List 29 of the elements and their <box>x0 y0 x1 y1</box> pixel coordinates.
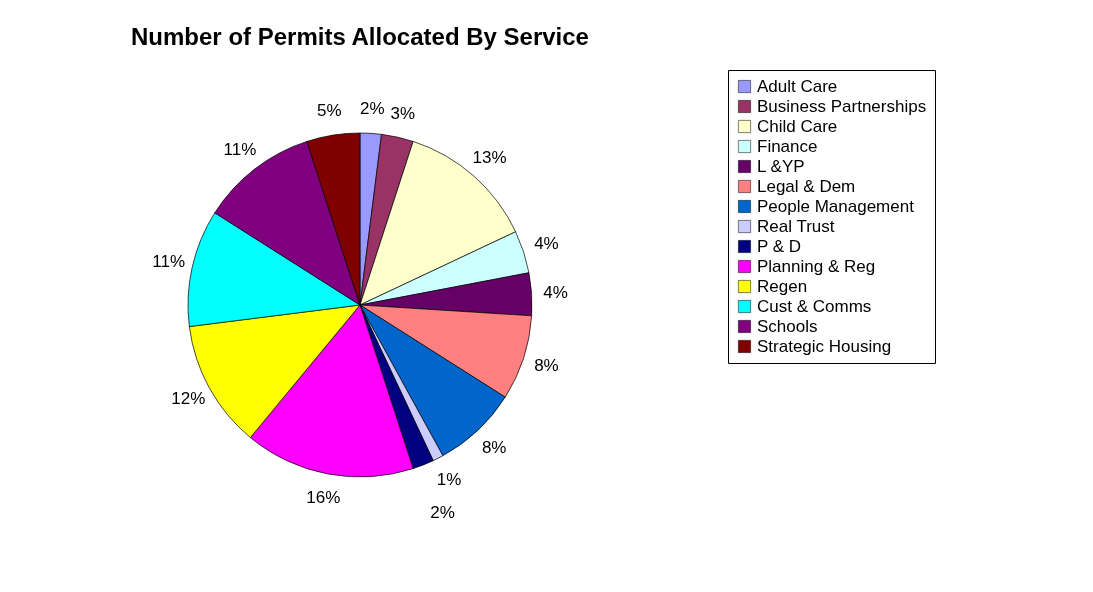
data-label: 8% <box>534 355 559 375</box>
legend-label: Business Partnerships <box>757 96 927 116</box>
legend-label: Strategic Housing <box>757 336 892 356</box>
legend-label: People Management <box>757 196 915 216</box>
data-label: 2% <box>360 99 385 119</box>
chart-title: Number of Permits Allocated By Service <box>131 22 589 50</box>
legend-label: Schools <box>757 316 818 336</box>
data-label: 16% <box>306 487 341 507</box>
legend-label: Finance <box>757 136 818 156</box>
legend-label: Child Care <box>757 116 838 136</box>
legend-label: Real Trust <box>757 216 835 236</box>
data-label: 5% <box>317 101 342 121</box>
legend-label: Cust & Comms <box>757 296 872 316</box>
data-label: 1% <box>436 469 462 489</box>
data-label: 12% <box>171 389 206 409</box>
legend-label: Legal & Dem <box>757 176 856 196</box>
legend-label: Regen <box>757 276 808 296</box>
data-label: 13% <box>472 147 507 167</box>
data-label: 3% <box>390 103 416 123</box>
legend-label: P & D <box>757 236 802 256</box>
data-label: 11% <box>152 252 186 272</box>
legend-label: Planning & Reg <box>757 256 876 276</box>
data-label: 4% <box>534 234 559 254</box>
legend-label: Adult Care <box>757 76 838 96</box>
data-label: 11% <box>223 140 257 160</box>
data-label: 4% <box>543 282 568 302</box>
data-label: 8% <box>481 437 507 457</box>
legend-label: L &YP <box>757 156 805 176</box>
data-label: 2% <box>430 503 455 523</box>
